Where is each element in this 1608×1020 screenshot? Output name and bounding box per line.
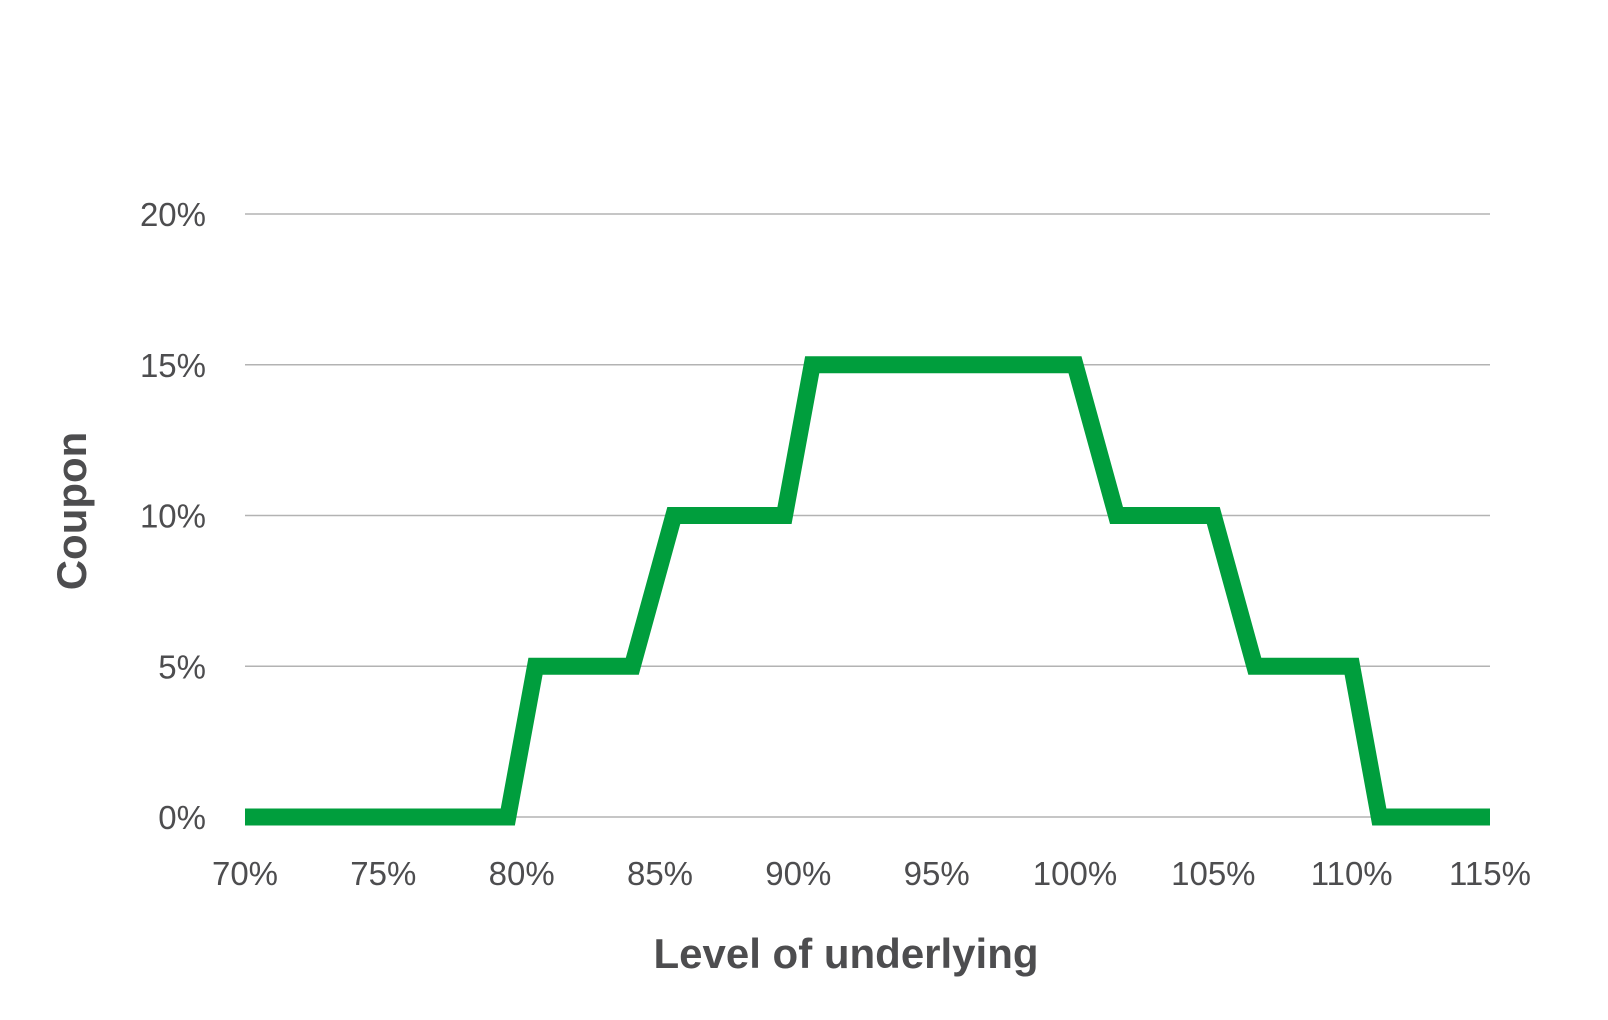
- x-tick-label: 70%: [212, 855, 278, 892]
- x-tick-label: 80%: [489, 855, 555, 892]
- x-tick-label: 115%: [1449, 855, 1531, 892]
- x-tick-label: 110%: [1311, 855, 1393, 892]
- x-tick-label: 95%: [904, 855, 970, 892]
- y-tick-label: 20%: [140, 196, 206, 233]
- series-layer: [245, 356, 1490, 826]
- y-tick-label: 0%: [158, 799, 206, 836]
- x-axis-title: Level of underlying: [653, 930, 1038, 977]
- y-tick-label: 10%: [140, 498, 206, 535]
- x-axis-ticks: 70% 75% 80% 85% 90% 95% 100% 105% 110% 115%: [212, 855, 1531, 892]
- y-axis-title: Coupon: [48, 432, 95, 591]
- coupon-line: [245, 356, 1490, 826]
- y-tick-label: 5%: [158, 648, 206, 685]
- y-tick-label: 15%: [140, 347, 206, 384]
- gridlines: [245, 213, 1490, 818]
- x-tick-label: 105%: [1171, 855, 1255, 892]
- x-tick-label: 90%: [765, 855, 831, 892]
- y-axis-ticks: 0% 5% 10% 15% 20%: [140, 196, 206, 836]
- x-tick-label: 85%: [627, 855, 693, 892]
- x-tick-label: 100%: [1033, 855, 1117, 892]
- x-tick-label: 75%: [350, 855, 416, 892]
